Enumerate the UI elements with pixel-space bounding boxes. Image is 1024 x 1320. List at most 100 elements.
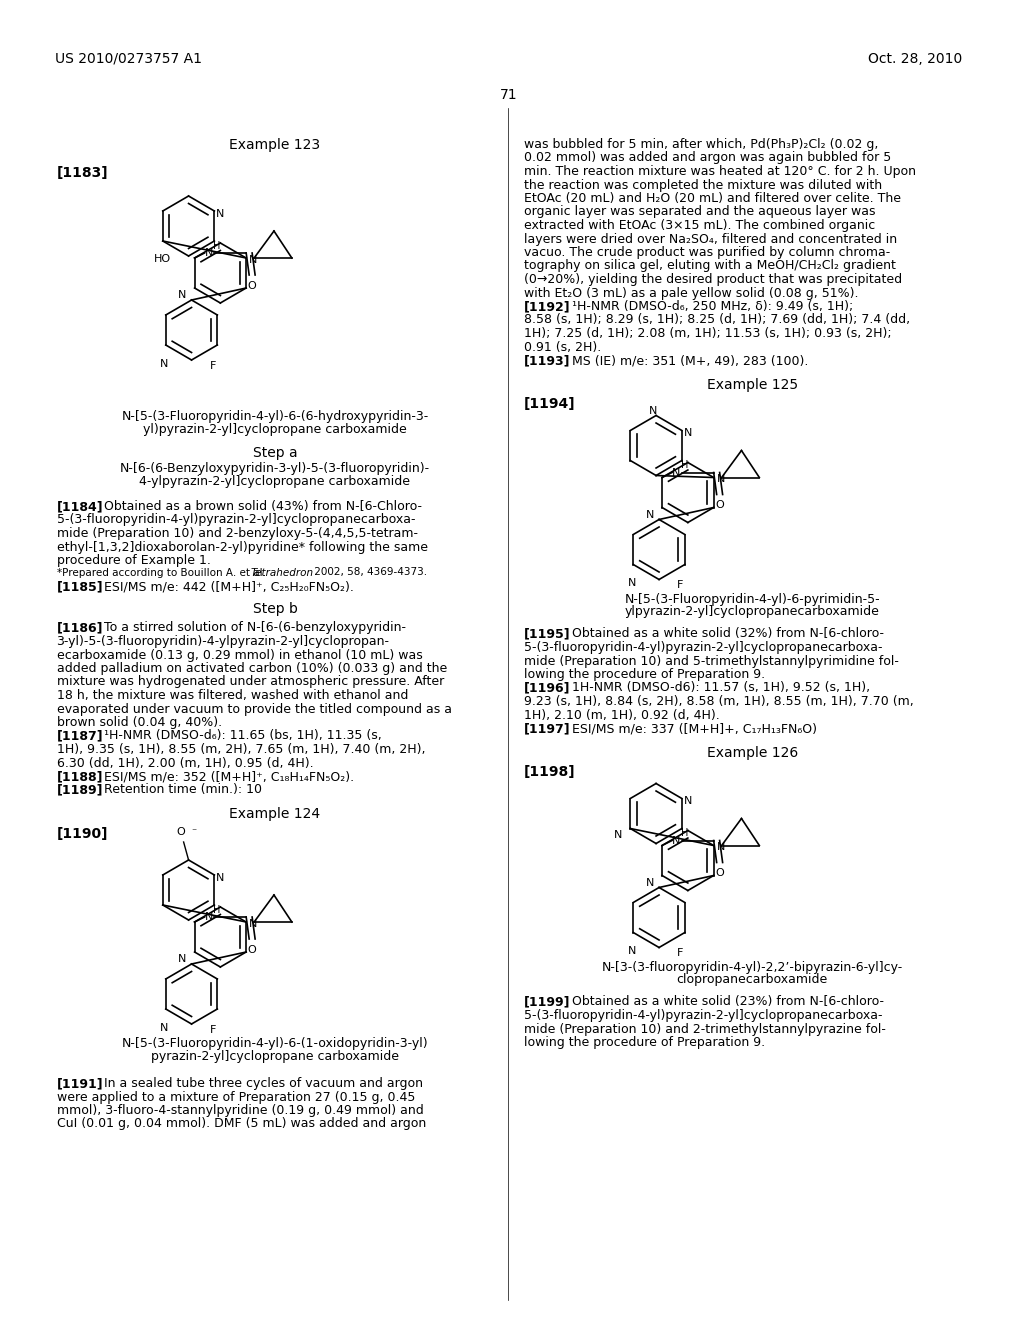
Text: N: N (178, 290, 186, 300)
Text: N: N (216, 873, 224, 883)
Text: 1H); 7.25 (d, 1H); 2.08 (m, 1H); 11.53 (s, 1H); 0.93 (s, 2H);: 1H); 7.25 (d, 1H); 2.08 (m, 1H); 11.53 (… (524, 327, 892, 341)
Text: [1190]: [1190] (56, 828, 109, 841)
Text: clopropanecarboxamide: clopropanecarboxamide (677, 974, 828, 986)
Text: 9.23 (s, 1H), 8.84 (s, 2H), 8.58 (m, 1H), 8.55 (m, 1H), 7.70 (m,: 9.23 (s, 1H), 8.84 (s, 2H), 8.58 (m, 1H)… (524, 696, 913, 708)
Text: N: N (161, 359, 169, 370)
Text: [1194]: [1194] (524, 397, 575, 412)
Text: ecarboxamide (0.13 g, 0.29 mmol) in ethanol (10 mL) was: ecarboxamide (0.13 g, 0.29 mmol) in etha… (56, 648, 422, 661)
Text: ESI/MS m/e: 337 ([M+H]+, C₁₇H₁₃FN₆O): ESI/MS m/e: 337 ([M+H]+, C₁₇H₁₃FN₆O) (571, 722, 817, 735)
Text: N: N (249, 255, 257, 265)
Text: Step b: Step b (253, 602, 297, 615)
Text: O: O (248, 945, 256, 954)
Text: 71: 71 (500, 88, 517, 102)
Text: vacuo. The crude product was purified by column chroma-: vacuo. The crude product was purified by… (524, 246, 890, 259)
Text: N: N (672, 836, 680, 846)
Text: 5-(3-fluoropyridin-4-yl)pyrazin-2-yl]cyclopropanecarboxa-: 5-(3-fluoropyridin-4-yl)pyrazin-2-yl]cyc… (524, 642, 883, 653)
Text: Example 126: Example 126 (707, 746, 798, 759)
Text: F: F (677, 949, 683, 958)
Text: mmol), 3-fluoro-4-stannylpyridine (0.19 g, 0.49 mmol) and: mmol), 3-fluoro-4-stannylpyridine (0.19 … (56, 1104, 423, 1117)
Text: lowing the procedure of Preparation 9.: lowing the procedure of Preparation 9. (524, 668, 765, 681)
Text: H: H (681, 829, 688, 838)
Text: mide (Preparation 10) and 2-benzyloxy-5-(4,4,5,5-tetram-: mide (Preparation 10) and 2-benzyloxy-5-… (56, 527, 418, 540)
Text: [1191]: [1191] (56, 1077, 103, 1090)
Text: EtOAc (20 mL) and H₂O (20 mL) and filtered over celite. The: EtOAc (20 mL) and H₂O (20 mL) and filter… (524, 191, 901, 205)
Text: F: F (677, 581, 683, 590)
Text: H: H (213, 906, 221, 915)
Text: [1188]: [1188] (56, 770, 103, 783)
Text: 18 h, the mixture was filtered, washed with ethanol and: 18 h, the mixture was filtered, washed w… (56, 689, 408, 702)
Text: brown solid (0.04 g, 40%).: brown solid (0.04 g, 40%). (56, 715, 222, 729)
Text: 3-yl)-5-(3-fluoropyridin)-4-ylpyrazin-2-yl]cyclopropan-: 3-yl)-5-(3-fluoropyridin)-4-ylpyrazin-2-… (56, 635, 389, 648)
Text: [1192]: [1192] (524, 300, 570, 313)
Text: [1185]: [1185] (56, 579, 103, 593)
Text: mixture was hydrogenated under atmospheric pressure. After: mixture was hydrogenated under atmospher… (56, 676, 443, 689)
Text: Obtained as a brown solid (43%) from N-[6-Chloro-: Obtained as a brown solid (43%) from N-[… (104, 500, 422, 513)
Text: H: H (681, 461, 688, 470)
Text: N: N (178, 954, 186, 964)
Text: with Et₂O (3 mL) as a pale yellow solid (0.08 g, 51%).: with Et₂O (3 mL) as a pale yellow solid … (524, 286, 858, 300)
Text: layers were dried over Na₂SO₄, filtered and concentrated in: layers were dried over Na₂SO₄, filtered … (524, 232, 897, 246)
Text: 1H), 2.10 (m, 1H), 0.92 (d, 4H).: 1H), 2.10 (m, 1H), 0.92 (d, 4H). (524, 709, 720, 722)
Text: N: N (205, 912, 213, 921)
Text: [1187]: [1187] (56, 730, 103, 742)
Text: To a stirred solution of N-[6-(6-benzyloxypyridin-: To a stirred solution of N-[6-(6-benzylo… (104, 622, 407, 635)
Text: MS (IE) m/e: 351 (M+, 49), 283 (100).: MS (IE) m/e: 351 (M+, 49), 283 (100). (571, 354, 808, 367)
Text: Obtained as a white solid (23%) from N-[6-chloro-: Obtained as a white solid (23%) from N-[… (571, 995, 884, 1008)
Text: 5-(3-fluoropyridin-4-yl)pyrazin-2-yl]cyclopropanecarboxa-: 5-(3-fluoropyridin-4-yl)pyrazin-2-yl]cyc… (524, 1008, 883, 1022)
Text: evaporated under vacuum to provide the titled compound as a: evaporated under vacuum to provide the t… (56, 702, 452, 715)
Text: 0.02 mmol) was added and argon was again bubbled for 5: 0.02 mmol) was added and argon was again… (524, 152, 891, 165)
Text: yl)pyrazin-2-yl]cyclopropane carboxamide: yl)pyrazin-2-yl]cyclopropane carboxamide (143, 422, 407, 436)
Text: N: N (684, 796, 692, 807)
Text: [1189]: [1189] (56, 784, 103, 796)
Text: 1H), 9.35 (s, 1H), 8.55 (m, 2H), 7.65 (m, 1H), 7.40 (m, 2H),: 1H), 9.35 (s, 1H), 8.55 (m, 2H), 7.65 (m… (56, 743, 425, 756)
Text: tography on silica gel, eluting with a MeOH/CH₂Cl₂ gradient: tography on silica gel, eluting with a M… (524, 260, 896, 272)
Text: HO: HO (154, 253, 171, 264)
Text: O: O (715, 500, 724, 511)
Text: [1183]: [1183] (56, 166, 109, 180)
Text: pyrazin-2-yl]cyclopropane carboxamide: pyrazin-2-yl]cyclopropane carboxamide (151, 1049, 399, 1063)
Text: N: N (672, 467, 680, 478)
Text: organic layer was separated and the aqueous layer was: organic layer was separated and the aque… (524, 206, 876, 219)
Text: [1198]: [1198] (524, 766, 575, 780)
Text: Retention time (min.): 10: Retention time (min.): 10 (104, 784, 262, 796)
Text: US 2010/0273757 A1: US 2010/0273757 A1 (54, 51, 202, 66)
Text: [1195]: [1195] (524, 627, 570, 640)
Text: N: N (614, 830, 623, 841)
Text: extracted with EtOAc (3×15 mL). The combined organic: extracted with EtOAc (3×15 mL). The comb… (524, 219, 876, 232)
Text: 4-ylpyrazin-2-yl]cyclopropane carboxamide: 4-ylpyrazin-2-yl]cyclopropane carboxamid… (139, 475, 411, 488)
Text: min. The reaction mixture was heated at 120° C. for 2 h. Upon: min. The reaction mixture was heated at … (524, 165, 916, 178)
Text: ylpyrazin-2-yl]cyclopropanecarboxamide: ylpyrazin-2-yl]cyclopropanecarboxamide (625, 606, 880, 619)
Text: Tetrahedron: Tetrahedron (250, 568, 313, 578)
Text: N: N (628, 946, 636, 957)
Text: *Prepared according to Bouillon A. et al.: *Prepared according to Bouillon A. et al… (56, 568, 269, 578)
Text: ¹H-NMR (DMSO-d₆, 250 MHz, δ): 9.49 (s, 1H);: ¹H-NMR (DMSO-d₆, 250 MHz, δ): 9.49 (s, 1… (571, 300, 853, 313)
Text: mide (Preparation 10) and 2-trimethylstannylpyrazine fol-: mide (Preparation 10) and 2-trimethylsta… (524, 1023, 886, 1035)
Text: [1186]: [1186] (56, 622, 103, 635)
Text: N: N (649, 405, 657, 416)
Text: 5-(3-fluoropyridin-4-yl)pyrazin-2-yl]cyclopropanecarboxa-: 5-(3-fluoropyridin-4-yl)pyrazin-2-yl]cyc… (56, 513, 415, 527)
Text: [1197]: [1197] (524, 722, 570, 735)
Text: 6.30 (dd, 1H), 2.00 (m, 1H), 0.95 (d, 4H).: 6.30 (dd, 1H), 2.00 (m, 1H), 0.95 (d, 4H… (56, 756, 313, 770)
Text: [1184]: [1184] (56, 500, 103, 513)
Text: H: H (213, 242, 221, 251)
Text: ESI/MS m/e: 352 ([M+H]⁺, C₁₈H₁₄FN₅O₂).: ESI/MS m/e: 352 ([M+H]⁺, C₁₈H₁₄FN₅O₂). (104, 770, 354, 783)
Text: O: O (248, 281, 256, 290)
Text: N-[6-(6-Benzyloxypyridin-3-yl)-5-(3-fluoropyridin)-: N-[6-(6-Benzyloxypyridin-3-yl)-5-(3-fluo… (120, 462, 430, 475)
Text: ESI/MS m/e: 442 ([M+H]⁺, C₂₅H₂₀FN₅O₂).: ESI/MS m/e: 442 ([M+H]⁺, C₂₅H₂₀FN₅O₂). (104, 579, 354, 593)
Text: N-[5-(3-Fluoropyridin-4-yl)-6-pyrimidin-5-: N-[5-(3-Fluoropyridin-4-yl)-6-pyrimidin-… (625, 593, 881, 606)
Text: Step a: Step a (253, 446, 297, 459)
Text: were applied to a mixture of Preparation 27 (0.15 g, 0.45: were applied to a mixture of Preparation… (56, 1090, 415, 1104)
Text: N: N (717, 842, 725, 853)
Text: [1193]: [1193] (524, 354, 570, 367)
Text: was bubbled for 5 min, after which, Pd(Ph₃P)₂Cl₂ (0.02 g,: was bubbled for 5 min, after which, Pd(P… (524, 139, 879, 150)
Text: 2002, 58, 4369-4373.: 2002, 58, 4369-4373. (310, 568, 427, 578)
Text: N: N (249, 919, 257, 929)
Text: CuI (0.01 g, 0.04 mmol). DMF (5 mL) was added and argon: CuI (0.01 g, 0.04 mmol). DMF (5 mL) was … (56, 1118, 426, 1130)
Text: F: F (210, 360, 216, 371)
Text: N: N (205, 248, 213, 257)
Text: Example 124: Example 124 (229, 807, 321, 821)
Text: Example 125: Example 125 (707, 378, 798, 392)
Text: the reaction was completed the mixture was diluted with: the reaction was completed the mixture w… (524, 178, 883, 191)
Text: ¹H-NMR (DMSO-d₆): 11.65 (bs, 1H), 11.35 (s,: ¹H-NMR (DMSO-d₆): 11.65 (bs, 1H), 11.35 … (104, 730, 382, 742)
Text: ethyl-[1,3,2]dioxaborolan-2-yl)pyridine* following the same: ethyl-[1,3,2]dioxaborolan-2-yl)pyridine*… (56, 540, 428, 553)
